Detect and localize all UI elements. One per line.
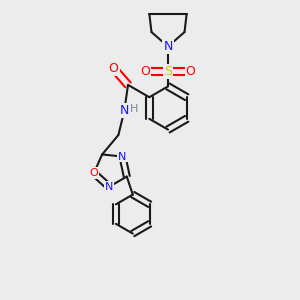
- Text: O: O: [186, 65, 195, 78]
- Text: S: S: [164, 65, 172, 78]
- Text: N: N: [120, 104, 129, 117]
- Text: N: N: [105, 182, 113, 192]
- Text: N: N: [163, 40, 173, 53]
- Text: O: O: [109, 62, 118, 75]
- Text: N: N: [118, 152, 127, 162]
- Text: H: H: [130, 104, 138, 114]
- Text: O: O: [141, 65, 150, 78]
- Text: O: O: [89, 168, 98, 178]
